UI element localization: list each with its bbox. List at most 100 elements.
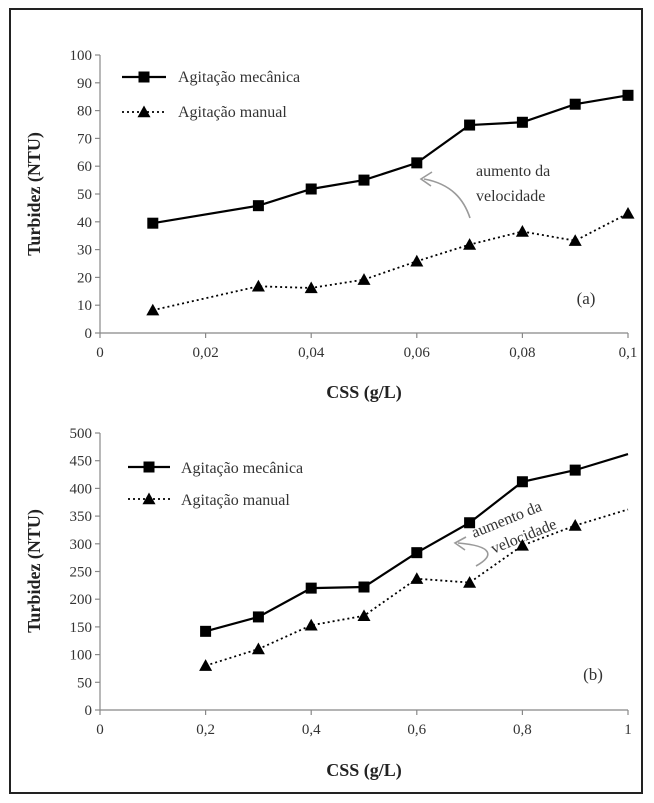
data-point — [410, 572, 424, 584]
y-tick-label: 20 — [77, 270, 92, 286]
x-tick-label: 0 — [96, 722, 104, 738]
axes-b: 0 50 100 150 200 250 300 350 400 450 500 0 0,2 0,4 0,6… — [70, 426, 632, 738]
series-mecanica-b — [200, 452, 629, 637]
data-point — [464, 517, 476, 529]
data-point — [569, 464, 581, 476]
x-tick-label: 0,02 — [192, 345, 218, 361]
legend-label-mecanica-b: Agitação mecânica — [181, 460, 303, 477]
axes-a: 0 10 20 30 40 50 60 70 80 90 100 0 0,02 0,04 0,06 0,08 0… — [70, 48, 638, 361]
legend-symbol-mecanica-b — [128, 461, 170, 473]
series-mecanica-a — [147, 89, 634, 229]
y-tick-label: 80 — [77, 104, 92, 120]
legend-marker — [142, 492, 156, 505]
data-point — [569, 98, 581, 110]
data-point — [516, 116, 528, 128]
y-tick-label: 50 — [77, 675, 92, 691]
series-manual-a — [146, 206, 635, 316]
data-point — [147, 217, 159, 229]
legend-marker — [137, 105, 151, 118]
data-point — [358, 174, 370, 186]
panel-label-b: (b) — [583, 665, 603, 684]
y-tick-label: 70 — [77, 131, 92, 147]
x-tick-label: 0,1 — [619, 345, 638, 361]
annotation-arrow-b — [457, 542, 489, 567]
data-point — [199, 659, 213, 671]
y-tick-label: 450 — [70, 454, 93, 470]
annotation-b: aumento da velocidade — [469, 498, 559, 557]
data-point — [252, 200, 264, 212]
y-tick-label: 150 — [70, 620, 93, 636]
data-point — [357, 609, 371, 622]
y-axis-title-b: Turbidez (NTU) — [24, 509, 45, 633]
data-point — [304, 281, 318, 294]
annotation-arrowhead-b — [453, 536, 467, 551]
legend-symbol-manual-a — [122, 105, 166, 118]
data-point — [463, 238, 477, 250]
data-point — [410, 254, 424, 267]
data-point — [568, 234, 582, 246]
annotation-line-1-a: aumento da — [476, 163, 550, 180]
y-tick-label: 100 — [70, 648, 93, 664]
chart-panel-a: Turbidez (NTU) CSS (g/L) (a) aumento da … — [24, 48, 637, 403]
x-tick-label: 0,2 — [196, 722, 215, 738]
data-point — [304, 618, 318, 631]
x-tick-label: 0 — [96, 345, 104, 361]
y-tick-label: 250 — [70, 565, 93, 581]
y-tick-label: 0 — [85, 703, 93, 719]
data-point — [463, 576, 477, 588]
series-line — [205, 452, 629, 633]
data-point — [411, 547, 423, 559]
legend-label-manual-b: Agitação manual — [181, 492, 290, 509]
data-point — [464, 119, 476, 131]
y-tick-label: 10 — [77, 298, 92, 314]
y-tick-label: 30 — [77, 243, 92, 259]
data-point — [251, 279, 265, 292]
data-point — [146, 303, 160, 316]
x-tick-label: 0,06 — [404, 345, 431, 361]
y-tick-label: 500 — [70, 426, 93, 442]
legend-symbol-mecanica-a — [122, 71, 166, 83]
x-tick-label: 0,4 — [302, 722, 321, 738]
data-point — [200, 625, 212, 637]
y-tick-label: 0 — [85, 326, 93, 342]
data-point — [305, 582, 317, 594]
x-tick-label: 0,8 — [513, 722, 532, 738]
y-tick-label: 350 — [70, 509, 93, 525]
data-point — [568, 519, 582, 531]
x-tick-label: 0,08 — [509, 345, 535, 361]
y-tick-label: 100 — [70, 48, 93, 64]
y-tick-label: 50 — [77, 187, 92, 203]
data-point — [305, 183, 317, 195]
legend-symbol-manual-b — [128, 492, 170, 505]
data-point — [357, 273, 371, 285]
series-line — [152, 212, 629, 312]
data-point — [358, 581, 370, 593]
figure-frame — [9, 8, 643, 794]
y-axis-title-a: Turbidez (NTU) — [24, 132, 45, 256]
series-line — [205, 508, 629, 667]
y-tick-label: 90 — [77, 76, 92, 92]
chart-panel-b: Turbidez (NTU) CSS (g/L) (b) aumento da … — [24, 426, 632, 781]
x-tick-label: 1 — [624, 722, 632, 738]
legend-label-manual-a: Agitação manual — [178, 104, 287, 121]
y-tick-label: 300 — [70, 537, 93, 553]
x-axis-title-b: CSS (g/L) — [326, 760, 402, 781]
data-point — [516, 476, 528, 488]
y-tick-label: 200 — [70, 592, 93, 608]
x-tick-label: 0,6 — [407, 722, 426, 738]
data-point — [621, 206, 635, 219]
data-point — [622, 89, 634, 101]
legend-label-mecanica-a: Agitação mecânica — [178, 69, 300, 86]
data-point — [515, 538, 529, 551]
y-tick-label: 400 — [70, 481, 93, 497]
data-point — [251, 642, 265, 655]
data-point — [252, 611, 264, 623]
y-tick-label: 60 — [77, 159, 92, 175]
annotation-arrowhead-a — [419, 171, 433, 187]
legend-marker — [138, 71, 150, 83]
y-tick-label: 40 — [77, 215, 92, 231]
data-point — [411, 157, 423, 169]
annotation-line-2-a: velocidade — [476, 188, 545, 205]
legend-marker — [143, 461, 155, 473]
